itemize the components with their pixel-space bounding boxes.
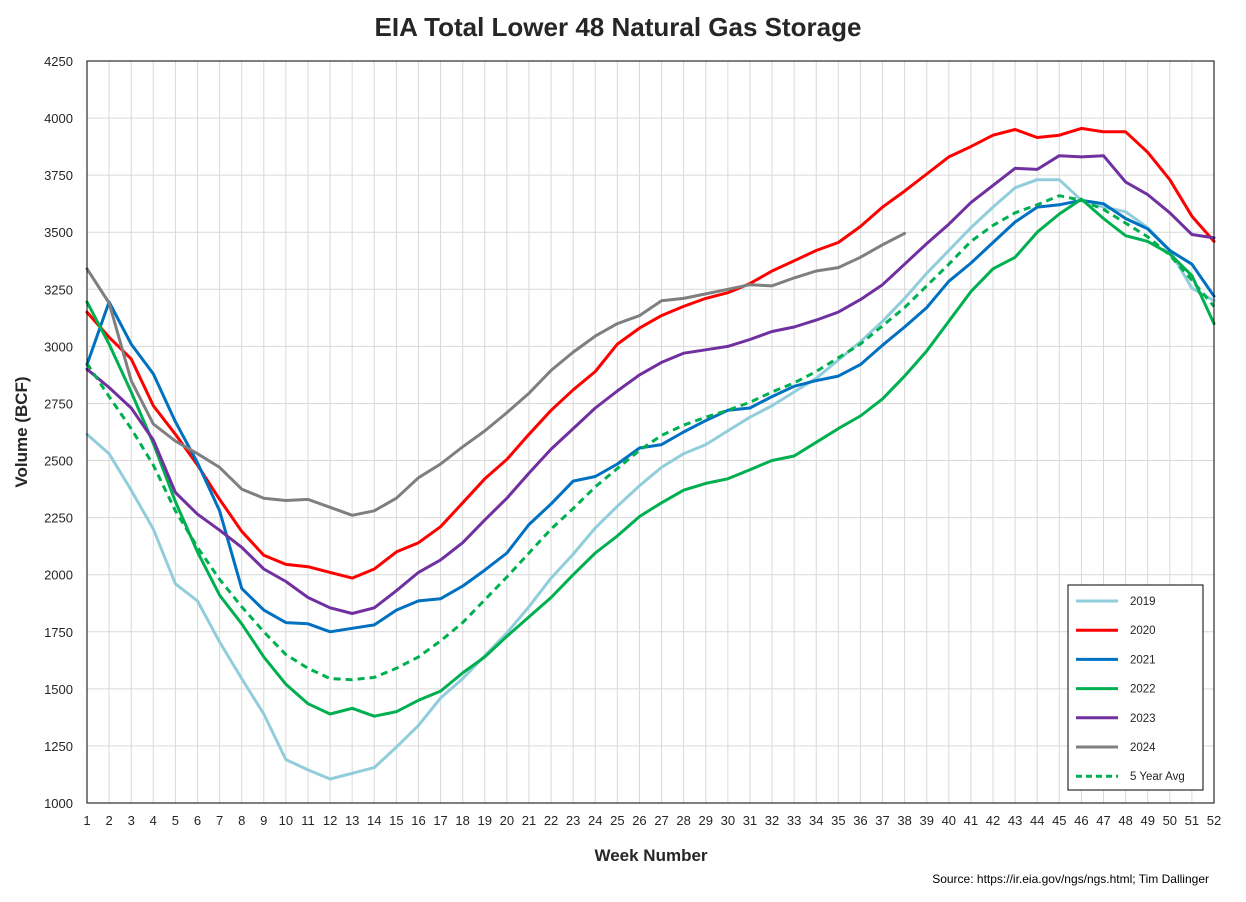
x-tick-label: 39 bbox=[919, 813, 933, 828]
x-tick-label: 16 bbox=[411, 813, 425, 828]
x-tick-label: 45 bbox=[1052, 813, 1066, 828]
plot-background bbox=[87, 61, 1214, 803]
x-tick-label: 11 bbox=[301, 813, 315, 828]
x-tick-label: 20 bbox=[500, 813, 514, 828]
series-line-2023 bbox=[85, 154, 1216, 615]
y-tick-label: 2250 bbox=[44, 511, 73, 526]
x-tick-label: 36 bbox=[853, 813, 867, 828]
x-tick-label: 50 bbox=[1163, 813, 1177, 828]
x-tick-label: 41 bbox=[964, 813, 978, 828]
x-tick-label: 34 bbox=[809, 813, 823, 828]
y-axis-ticks: 1000 1250 1500 1750 2000 2250 2500 2750 3000 3250… bbox=[44, 54, 73, 811]
x-tick-label: 8 bbox=[238, 813, 245, 828]
legend-label: 5 Year Avg bbox=[1130, 771, 1185, 783]
y-tick-label: 1000 bbox=[44, 796, 73, 811]
series-line-2021 bbox=[85, 198, 1216, 634]
x-tick-label: 19 bbox=[478, 813, 492, 828]
legend-label: 2021 bbox=[1130, 654, 1156, 666]
x-tick-label: 7 bbox=[216, 813, 223, 828]
y-tick-label: 2500 bbox=[44, 454, 73, 469]
x-axis-ticks: 1 2 3 4 5 6 7 8 9 10 11 12 13 14 15 16 17 18 19 20 21 22 23 24 2… bbox=[83, 813, 1221, 828]
y-tick-label: 3750 bbox=[44, 168, 73, 183]
legend: 2019 2020 2021 2022 2023 2024 5 Year Avg bbox=[1067, 584, 1204, 791]
x-tick-label: 15 bbox=[389, 813, 403, 828]
x-tick-label: 30 bbox=[721, 813, 735, 828]
x-tick-label: 35 bbox=[831, 813, 845, 828]
y-tick-label: 3250 bbox=[44, 282, 73, 297]
x-tick-label: 27 bbox=[654, 813, 668, 828]
x-tick-label: 31 bbox=[743, 813, 757, 828]
x-tick-label: 51 bbox=[1185, 813, 1199, 828]
x-tick-label: 44 bbox=[1030, 813, 1044, 828]
legend-label: 2020 bbox=[1130, 625, 1156, 637]
x-tick-label: 40 bbox=[942, 813, 956, 828]
x-tick-label: 29 bbox=[699, 813, 713, 828]
x-tick-label: 18 bbox=[455, 813, 469, 828]
legend-label: 2022 bbox=[1130, 684, 1156, 696]
series-line-5-year-avg bbox=[85, 194, 1216, 682]
x-tick-label: 48 bbox=[1118, 813, 1132, 828]
x-tick-label: 13 bbox=[345, 813, 359, 828]
series-line-2019 bbox=[85, 178, 1216, 781]
y-tick-label: 2750 bbox=[44, 396, 73, 411]
source-note: Source: https://ir.eia.gov/ngs/ngs.html;… bbox=[932, 872, 1209, 886]
x-axis-title: Week Number bbox=[594, 846, 707, 865]
legend-label: 2024 bbox=[1130, 742, 1156, 754]
x-tick-label: 46 bbox=[1074, 813, 1088, 828]
y-tick-label: 1750 bbox=[44, 625, 73, 640]
x-tick-label: 25 bbox=[610, 813, 624, 828]
series-lines bbox=[85, 126, 1216, 781]
x-tick-label: 28 bbox=[676, 813, 690, 828]
series-line-2020 bbox=[85, 126, 1216, 580]
x-tick-label: 9 bbox=[260, 813, 267, 828]
x-tick-label: 2 bbox=[105, 813, 112, 828]
x-tick-label: 21 bbox=[522, 813, 536, 828]
y-tick-label: 2000 bbox=[44, 568, 73, 583]
x-tick-label: 10 bbox=[279, 813, 293, 828]
x-tick-label: 43 bbox=[1008, 813, 1022, 828]
x-tick-label: 1 bbox=[83, 813, 90, 828]
x-tick-label: 37 bbox=[875, 813, 889, 828]
x-tick-label: 23 bbox=[566, 813, 580, 828]
x-tick-label: 22 bbox=[544, 813, 558, 828]
y-tick-label: 4250 bbox=[44, 54, 73, 69]
y-axis-title: Volume (BCF) bbox=[12, 376, 31, 487]
chart-title: EIA Total Lower 48 Natural Gas Storage bbox=[375, 12, 862, 42]
x-tick-label: 33 bbox=[787, 813, 801, 828]
x-tick-label: 17 bbox=[433, 813, 447, 828]
x-tick-label: 4 bbox=[150, 813, 157, 828]
x-tick-label: 52 bbox=[1207, 813, 1221, 828]
x-tick-label: 3 bbox=[128, 813, 135, 828]
y-tick-label: 1250 bbox=[44, 739, 73, 754]
y-tick-label: 1500 bbox=[44, 682, 73, 697]
y-tick-label: 4000 bbox=[44, 111, 73, 126]
series-line-2022 bbox=[85, 197, 1216, 718]
x-tick-label: 49 bbox=[1140, 813, 1154, 828]
x-tick-label: 47 bbox=[1096, 813, 1110, 828]
legend-label: 2023 bbox=[1130, 713, 1156, 725]
x-tick-label: 26 bbox=[632, 813, 646, 828]
x-tick-label: 38 bbox=[897, 813, 911, 828]
x-tick-label: 5 bbox=[172, 813, 179, 828]
series-line-2024 bbox=[85, 231, 907, 517]
x-tick-label: 12 bbox=[323, 813, 337, 828]
gridlines bbox=[87, 61, 1214, 803]
x-tick-label: 24 bbox=[588, 813, 602, 828]
y-tick-label: 3500 bbox=[44, 225, 73, 240]
x-tick-label: 14 bbox=[367, 813, 381, 828]
plot-border bbox=[86, 60, 1215, 804]
x-tick-label: 6 bbox=[194, 813, 201, 828]
y-tick-label: 3000 bbox=[44, 339, 73, 354]
x-tick-label: 32 bbox=[765, 813, 779, 828]
legend-label: 2019 bbox=[1130, 596, 1156, 608]
x-tick-label: 42 bbox=[986, 813, 1000, 828]
